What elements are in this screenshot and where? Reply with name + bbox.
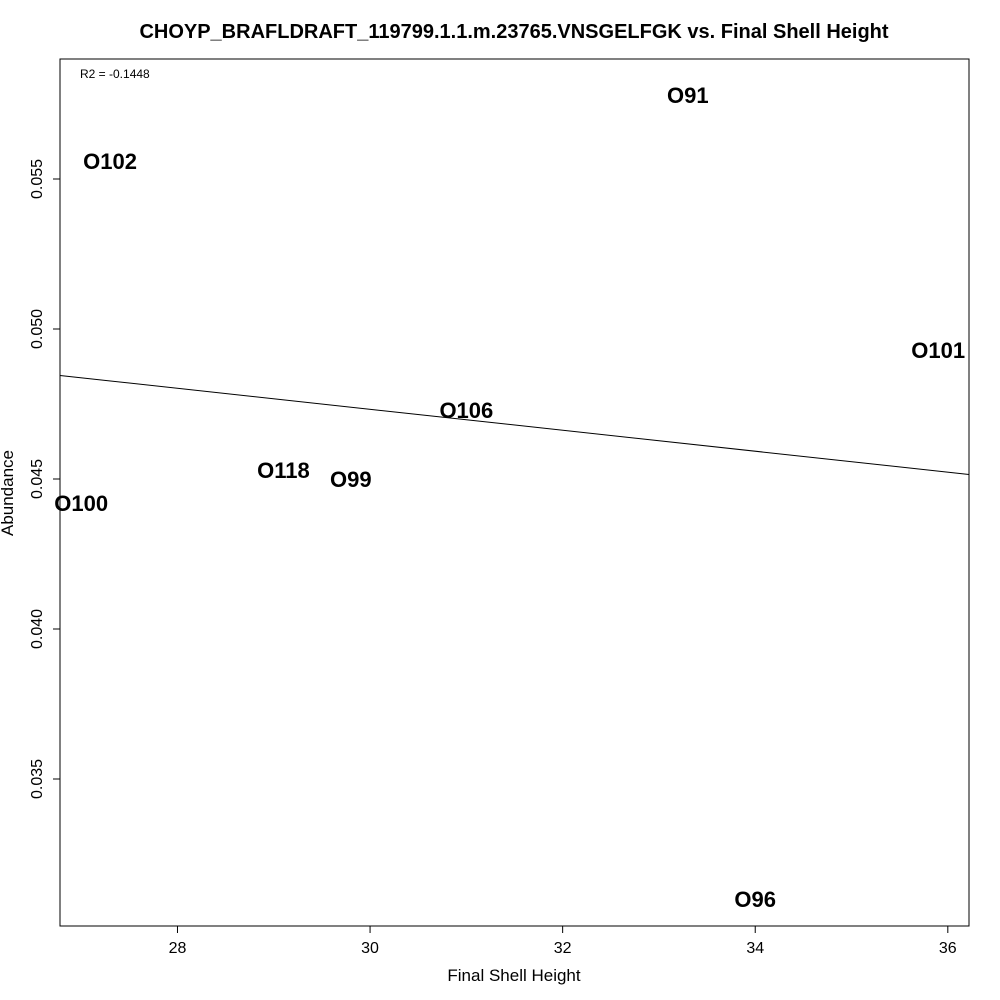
r2-annotation: R2 = -0.1448 — [80, 67, 150, 81]
regression-line — [59, 375, 970, 475]
y-tick-label-2: 0.045 — [29, 459, 46, 499]
y-tick-label-3: 0.050 — [29, 309, 46, 349]
x-axis: 28 30 32 34 36 — [169, 926, 957, 957]
point-o91: O91 — [667, 83, 709, 108]
point-o106: O106 — [439, 398, 493, 423]
x-tick-label-4: 36 — [939, 940, 957, 957]
plot-frame — [59, 58, 970, 927]
chart-title: CHOYP_BRAFLDRAFT_119799.1.1.m.23765.VNSG… — [139, 21, 888, 43]
point-o101: O101 — [911, 338, 965, 363]
y-axis: 0.035 0.040 0.045 0.050 0.055 — [29, 159, 60, 799]
y-tick-label-1: 0.040 — [29, 609, 46, 649]
y-tick-label-4: 0.055 — [29, 159, 46, 199]
data-points: O91 O102 O101 O106 O118 O99 O100 O96 — [54, 83, 965, 912]
x-tick-label-0: 28 — [169, 940, 187, 957]
x-tick-label-3: 34 — [746, 940, 764, 957]
y-tick-label-0: 0.035 — [29, 759, 46, 799]
point-o100: O100 — [54, 491, 108, 516]
x-tick-label-2: 32 — [554, 940, 572, 957]
x-tick-label-1: 30 — [361, 940, 379, 957]
y-axis-label: Abundance — [0, 450, 17, 536]
x-axis-label: Final Shell Height — [447, 966, 581, 985]
point-o99: O99 — [330, 467, 372, 492]
point-o96: O96 — [734, 887, 776, 912]
point-o102: O102 — [83, 149, 137, 174]
point-o118: O118 — [257, 458, 310, 483]
